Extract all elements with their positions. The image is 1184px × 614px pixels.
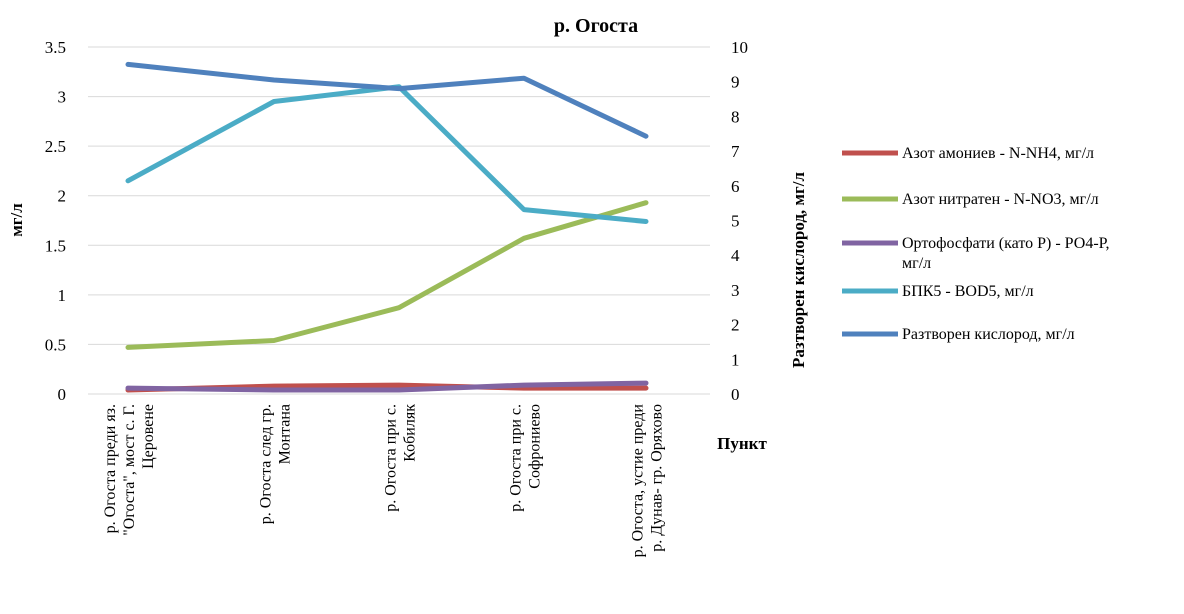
series-line-2 bbox=[125, 200, 649, 350]
x-axis-title: Пункт bbox=[717, 434, 767, 453]
category-label: р. Огоста след гр. Монтана bbox=[258, 404, 294, 524]
legend-item: Азот нитратен - N-NO3, мг/л bbox=[842, 191, 1099, 208]
y-axis-right-ticks: 0 1 2 3 4 5 6 7 8 9 10 bbox=[731, 38, 748, 404]
category-label: р. Огоста, устие преди р. Дунав- гр. Орях… bbox=[630, 404, 666, 558]
category-label: р. Огоста при с. Кобиляк bbox=[383, 404, 419, 512]
y-left-tick-label: 2.5 bbox=[45, 137, 66, 156]
category-label-line: р. Огоста при с. bbox=[508, 404, 525, 512]
y-left-tick-label: 1 bbox=[58, 286, 67, 305]
series-line-4 bbox=[125, 84, 649, 224]
y-right-tick-label: 1 bbox=[731, 350, 740, 369]
category-label-line: Кобиляк bbox=[402, 404, 419, 462]
y-right-tick-label: 0 bbox=[731, 385, 740, 404]
legend-label: Разтворен кислород, мг/л bbox=[902, 326, 1075, 343]
legend-item: Азот амониев - N-NH4, мг/л bbox=[842, 145, 1094, 162]
y-left-tick-label: 2 bbox=[58, 187, 67, 206]
y-left-tick-label: 3 bbox=[58, 88, 67, 107]
y-axis-right-title: Разтворен кислород, мг/л bbox=[789, 172, 808, 368]
category-label-line: Церовене bbox=[140, 404, 157, 469]
y-axis-left-ticks: 0 0.5 1 1.5 2 2.5 3 3.5 bbox=[45, 38, 66, 404]
y-left-tick-label: 0 bbox=[58, 385, 67, 404]
category-label-line: р. Огоста, устие преди bbox=[630, 404, 647, 558]
legend-item: БПК5 - BOD5, мг/л bbox=[842, 283, 1034, 300]
category-label-line: р. Огоста след гр. bbox=[258, 404, 275, 524]
y-left-tick-label: 0.5 bbox=[45, 335, 66, 354]
chart-title: р. Огоста bbox=[554, 15, 638, 37]
y-axis-left-title: мг/л bbox=[7, 203, 26, 237]
category-label-line: р. Дунав- гр. Оряхово bbox=[649, 404, 666, 552]
legend-item: Разтворен кислород, мг/л bbox=[842, 326, 1075, 343]
category-label-line: "Огоста", мост с. Г. bbox=[121, 404, 138, 536]
y-left-tick-label: 3.5 bbox=[45, 38, 66, 57]
category-label-line: р. Огоста при с. bbox=[383, 404, 400, 512]
y-right-tick-label: 7 bbox=[731, 142, 740, 161]
y-right-tick-label: 10 bbox=[731, 38, 748, 57]
y-right-tick-label: 3 bbox=[731, 281, 740, 300]
category-label: р. Огоста при с. Софрониево bbox=[508, 404, 544, 512]
y-right-tick-label: 5 bbox=[731, 212, 740, 231]
legend: Азот амониев - N-NH4, мг/л Азот нитратен … bbox=[842, 145, 1110, 343]
series-line-5 bbox=[125, 61, 649, 139]
legend-label: Ортофосфати (като Р) - РО4-Р, мг/л bbox=[902, 235, 1110, 272]
series-line-3 bbox=[125, 380, 649, 393]
category-label-line: р. Огоста преди яз. bbox=[102, 404, 119, 533]
y-right-tick-label: 8 bbox=[731, 107, 740, 126]
category-label-line: Софрониево bbox=[527, 404, 544, 489]
legend-label: Азот амониев - N-NH4, мг/л bbox=[902, 145, 1094, 162]
legend-label: БПК5 - BOD5, мг/л bbox=[902, 283, 1034, 300]
y-right-tick-label: 4 bbox=[731, 246, 740, 265]
category-label-line: Монтана bbox=[277, 404, 294, 464]
legend-item: Ортофосфати (като Р) - РО4-Р, мг/л bbox=[842, 235, 1110, 272]
y-right-tick-label: 9 bbox=[731, 73, 740, 92]
y-right-tick-label: 6 bbox=[731, 177, 740, 196]
category-label: р. Огоста преди яз. "Огоста", мост с. Г. Ц… bbox=[102, 404, 157, 536]
x-axis-category-labels: р. Огоста преди яз. "Огоста", мост с. Г. Ц… bbox=[102, 404, 666, 558]
y-left-tick-label: 1.5 bbox=[45, 236, 66, 255]
series-lines bbox=[125, 61, 649, 393]
y-right-tick-label: 2 bbox=[731, 316, 740, 335]
legend-label: Азот нитратен - N-NO3, мг/л bbox=[902, 191, 1099, 208]
